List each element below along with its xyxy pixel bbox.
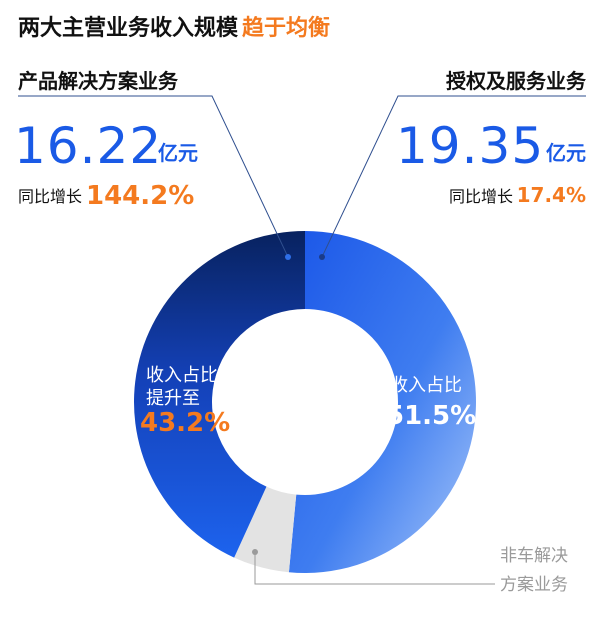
leader-dot-product [285, 254, 291, 260]
non-vehicle-label-line1: 非车解决 [500, 546, 568, 566]
product-segment-label: 产品解决方案业务 [18, 69, 179, 93]
product-share-label-line2: 提升至 [146, 388, 200, 409]
authorization-segment-label: 授权及服务业务 [446, 69, 587, 93]
product-segment-yoy-value: 144.2% [86, 181, 194, 211]
product-segment-amount: 16.22 [14, 117, 162, 175]
product-segment-yoy-label: 同比增长 [18, 187, 82, 206]
leader-dot-authorization [319, 254, 325, 260]
chart-title-highlight: 趋于均衡 [242, 15, 330, 41]
donut-ring [133, 231, 476, 573]
slice-non-vehicle-solutions [234, 486, 297, 573]
authorization-segment-yoy-label: 同比增长 [449, 187, 513, 206]
authorization-segment-yoy-value: 17.4% [517, 183, 586, 207]
authorization-share-label: 收入占比 [390, 375, 462, 396]
non-vehicle-label-line2: 方案业务 [500, 575, 568, 595]
product-share-value: 43.2% [140, 408, 230, 438]
authorization-segment-unit: 亿元 [546, 141, 586, 165]
product-share-label-line1: 收入占比 [146, 365, 218, 386]
product-segment-unit: 亿元 [158, 141, 198, 165]
authorization-share-value: 51.5% [386, 401, 476, 431]
chart-title: 两大主营业务收入规模 [18, 15, 239, 41]
leader-line-non-vehicle [254, 552, 495, 585]
leader-dot-non-vehicle [252, 549, 258, 555]
leader-line-authorization [321, 95, 586, 258]
slice-product-solutions [133, 231, 305, 558]
leader-line-product [18, 95, 289, 258]
slice-authorization-services [288, 231, 476, 573]
authorization-segment-amount: 19.35 [396, 117, 544, 175]
